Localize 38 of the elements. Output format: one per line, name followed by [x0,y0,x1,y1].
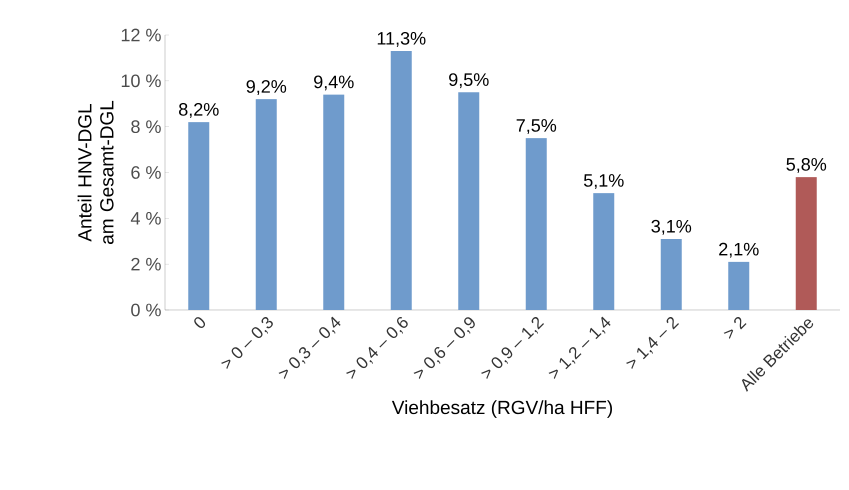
bar [323,94,344,310]
y-tick-label: 12 % [122,28,161,42]
y-tick-label: 8 % [131,120,161,134]
data-label: 11,3% [378,32,426,47]
bar [526,138,547,310]
bar [796,177,817,310]
y-tick-label: 0 % [131,304,161,316]
y-tick-label: 4 % [130,212,161,225]
x-tick-label: > 2 [724,316,747,339]
x-tick-label: > 1,4 – 2 [626,316,680,370]
x-tick-label: > 0,4 – 0,6 [346,316,408,380]
data-label: 7,5% [516,119,556,134]
x-tick-label: > 0 – 0,3 [221,317,273,370]
y-axis-title: Anteil HNV-DGL am Gesamt-DGL [78,100,114,244]
x-tick-label: > 1,2 – 1,4 [548,316,611,380]
data-label: 5,8% [786,158,826,173]
data-label: 5,1% [584,174,624,189]
x-tick-label: > 0,6 – 0,9 [414,317,475,380]
data-label: 3,1% [651,220,692,235]
data-label: 2,1% [719,242,759,258]
bar [390,51,412,310]
bar [188,122,210,310]
x-axis-title: Viehbesatz (RGV/ha HFF) [392,400,612,418]
y-tick-label: 10 % [122,74,161,88]
x-tick-label: 0 [194,317,206,328]
bar [256,99,277,310]
x-tick-label: > 0,3 – 0,4 [278,316,341,380]
bar [593,193,614,310]
data-label: 9,5% [449,73,489,88]
y-tick-label: 6 % [131,166,161,179]
y-tick-label: 2 % [131,258,161,270]
data-label: 9,2% [246,80,286,95]
bar [660,238,682,310]
data-label: 9,4% [314,76,354,90]
bar [728,262,750,310]
bar [458,92,480,310]
x-tick-label: > 0,9 – 1,2 [481,316,544,380]
data-label: 8,2% [179,103,219,118]
